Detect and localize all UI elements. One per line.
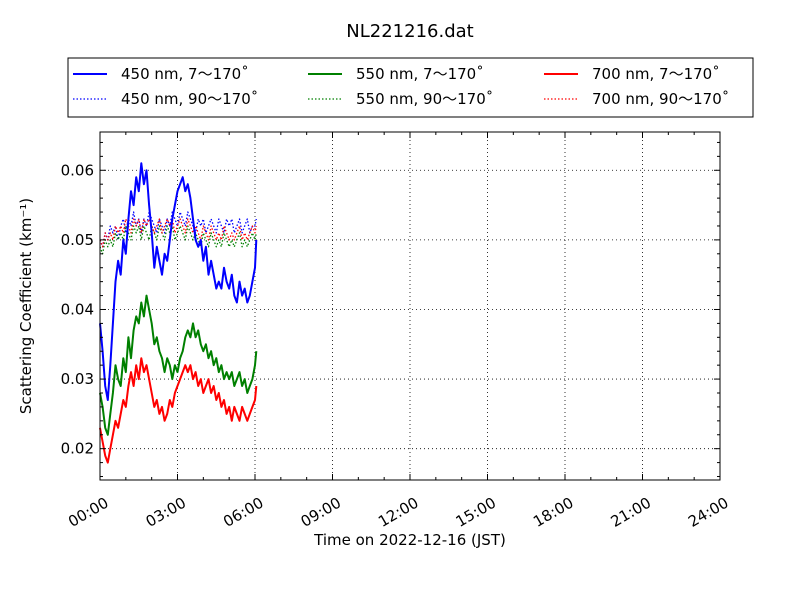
x-tick-label: 15:00: [453, 494, 499, 531]
legend-label: 550 nm, 7～170˚: [356, 65, 484, 83]
series-line-450nm-back-angle: [99, 211, 257, 248]
y-tick-label: 0.05: [61, 231, 94, 249]
y-axis-label: Scattering Coefficient (km⁻¹): [17, 198, 35, 414]
chart-title: NL221216.dat: [346, 21, 473, 42]
x-tick-label: 12:00: [375, 494, 421, 531]
legend-label: 700 nm, 7～170˚: [592, 65, 720, 83]
legend: 450 nm, 7～170˚ 550 nm, 7～170˚ 700 nm, 7～17…: [67, 57, 754, 118]
series-line-550nm-back-angle: [99, 225, 257, 255]
x-tick-label: 06:00: [220, 494, 266, 531]
x-tick-label: 21:00: [608, 494, 654, 531]
legend-label: 450 nm, 7～170˚: [121, 65, 249, 83]
y-tick-label: 0.03: [61, 370, 94, 388]
axis-ticks: 00:00 03:00 06:00 09:00 12:00 15:00 18:00 21:00…: [61, 132, 732, 531]
y-tick-label: 0.06: [61, 161, 94, 179]
grid: [100, 132, 720, 480]
x-tick-label: 18:00: [530, 494, 576, 531]
legend-box: [67, 57, 754, 118]
series-line-550nm-all-angle: [99, 294, 258, 436]
x-axis-label: Time on 2022-12-16 (JST): [313, 531, 506, 549]
series-line-700nm-all-angle: [99, 357, 258, 464]
legend-label: 700 nm, 90～170˚: [592, 90, 729, 108]
x-tick-label: 09:00: [298, 494, 344, 531]
x-tick-label: 24:00: [685, 494, 731, 531]
legend-entries: 450 nm, 7～170˚ 550 nm, 7～170˚ 700 nm, 7～17…: [73, 65, 729, 108]
x-tick-label: 03:00: [143, 494, 189, 531]
x-tick-label: 00:00: [65, 494, 111, 531]
legend-label: 550 nm, 90～170˚: [356, 90, 493, 108]
series-line-450nm-all-angle: [99, 162, 258, 401]
y-tick-label: 0.02: [61, 440, 94, 458]
plot-series: [99, 162, 258, 464]
legend-label: 450 nm, 90～170˚: [121, 90, 258, 108]
series-line-700nm-back-angle: [99, 218, 257, 248]
y-tick-label: 0.04: [61, 300, 94, 318]
